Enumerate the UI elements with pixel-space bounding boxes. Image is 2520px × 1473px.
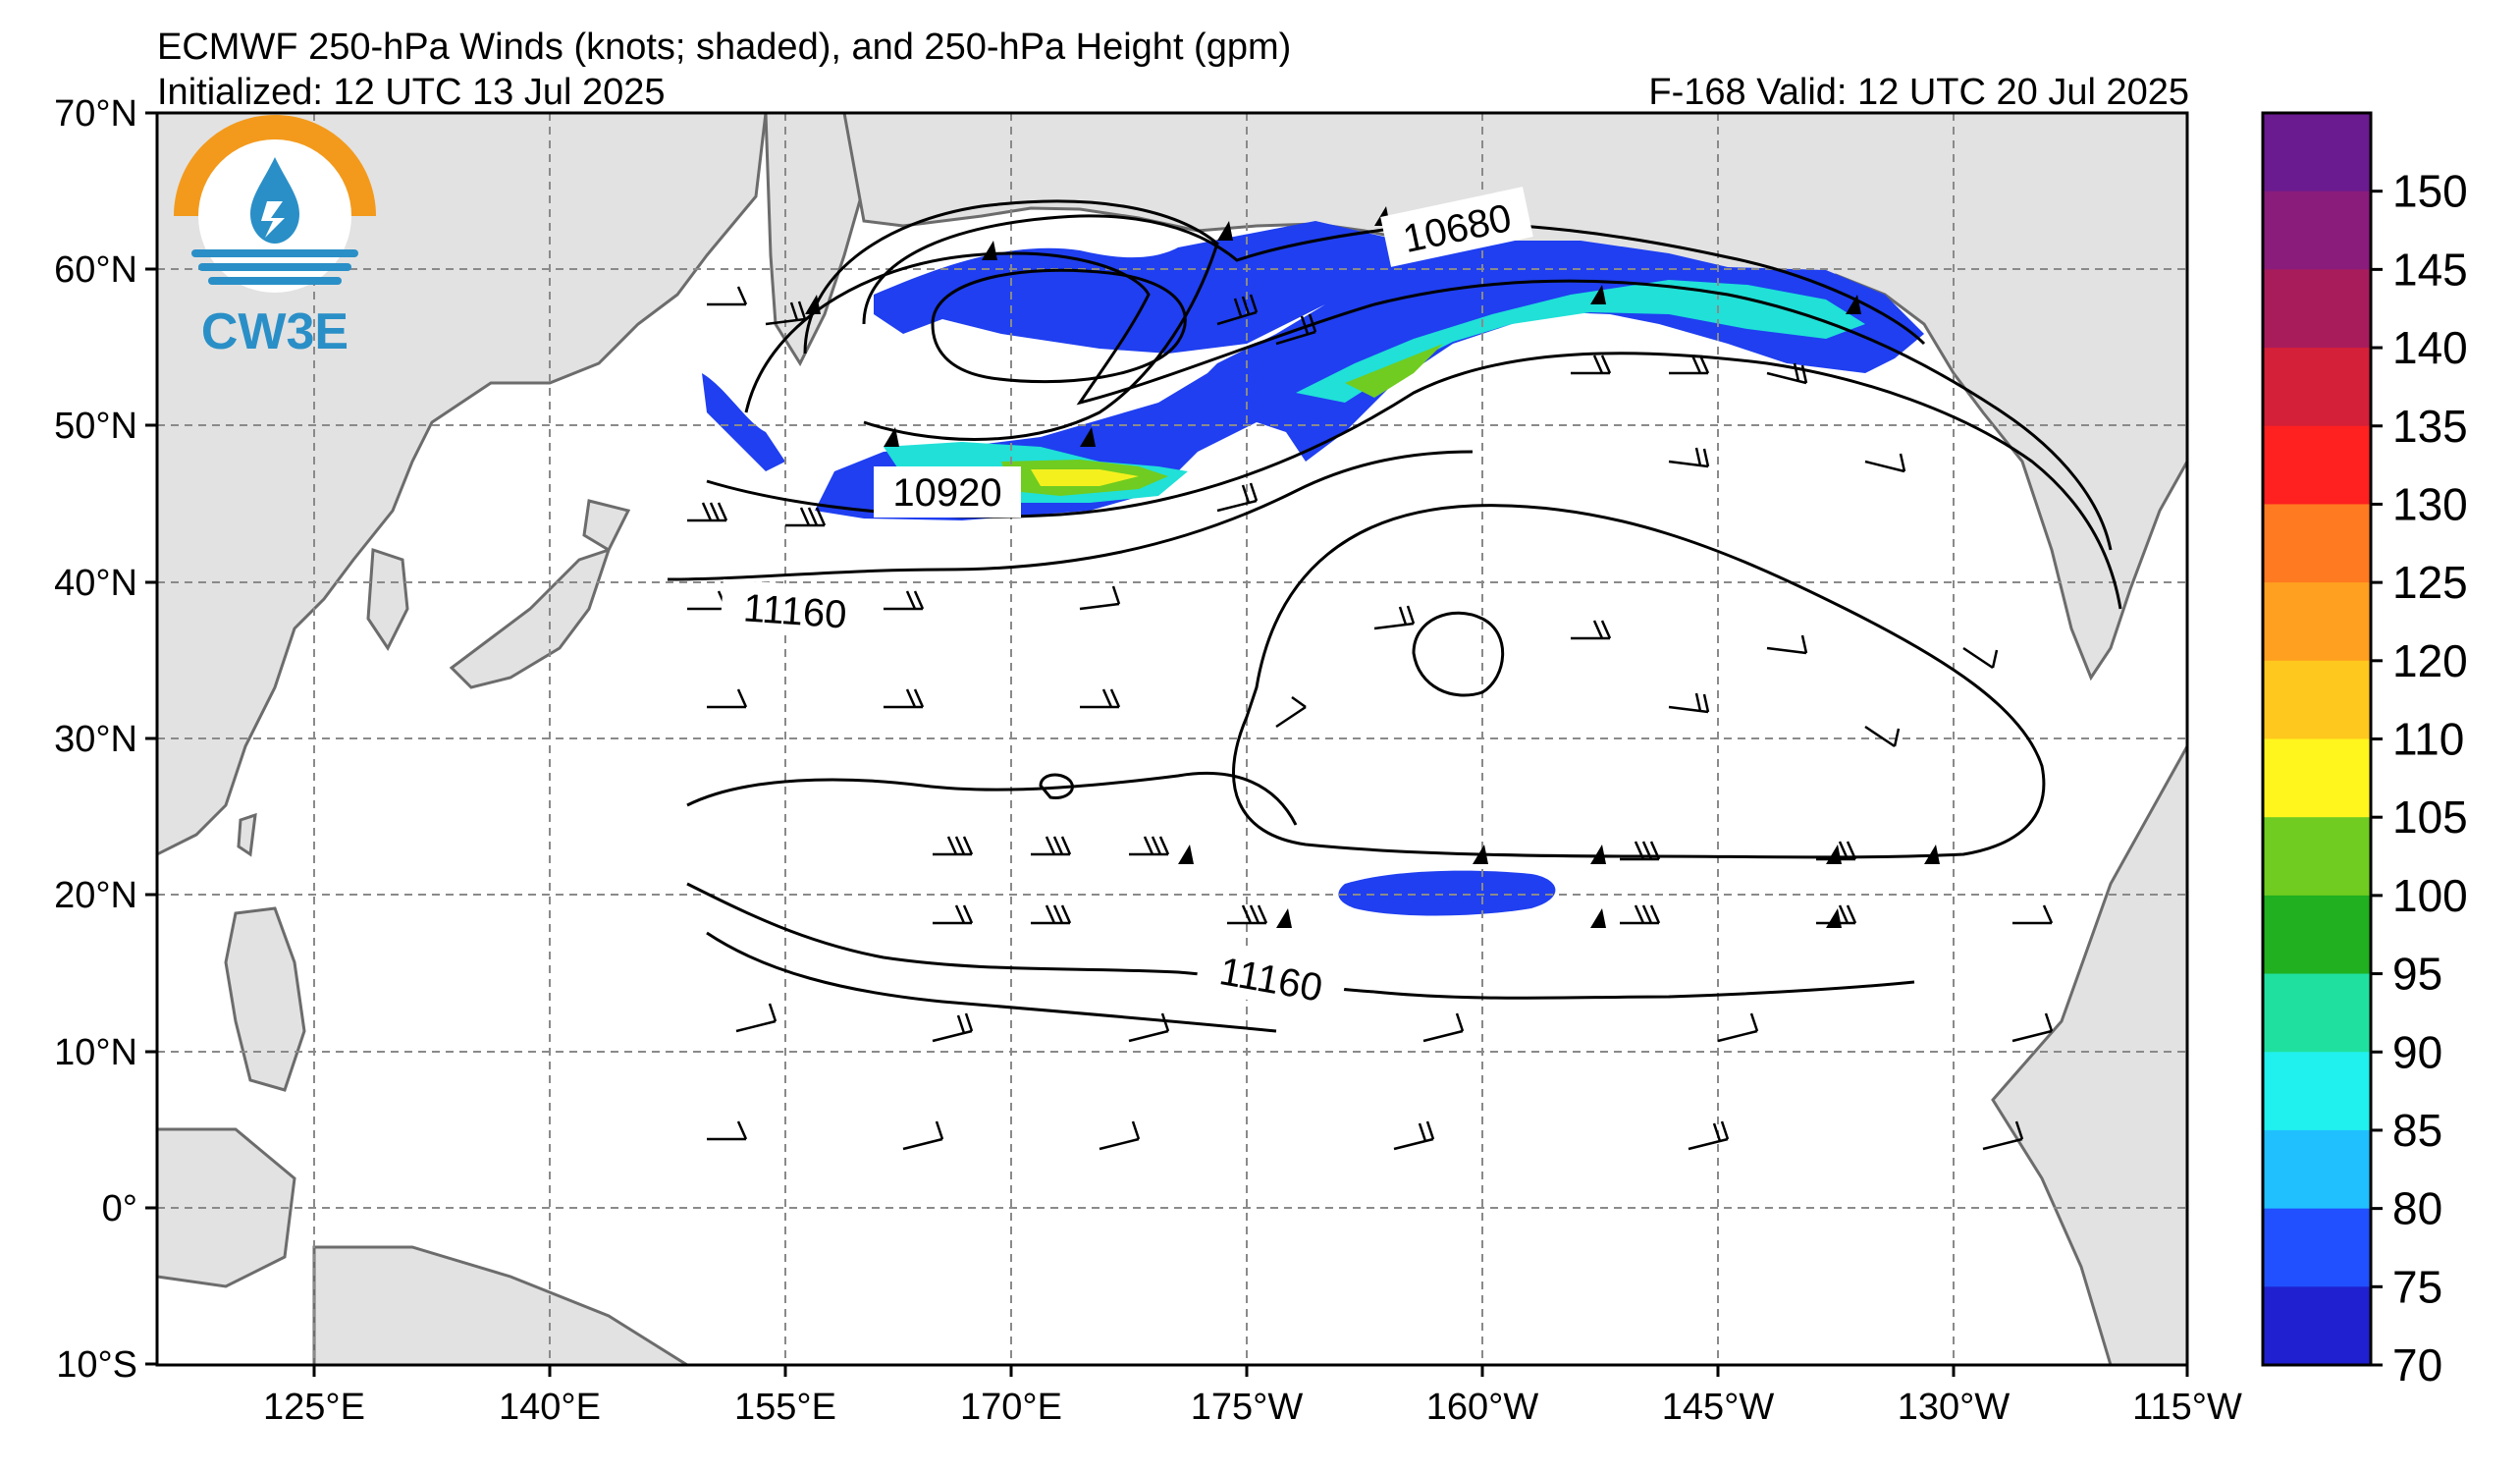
contour-label-11160-south: 11160 xyxy=(1194,940,1349,1016)
initialized-time: Initialized: 12 UTC 13 Jul 2025 xyxy=(157,72,666,113)
contour-trop-b xyxy=(1373,980,1915,1000)
lon-label: 125°E xyxy=(263,1387,365,1428)
cw3e-logo: CW3E xyxy=(174,115,376,360)
colorbar-label: 95 xyxy=(2392,949,2442,1000)
colorbar-swatch xyxy=(2263,582,2371,662)
lat-label: 30°N xyxy=(54,719,137,760)
colorbar-swatch xyxy=(2263,113,2371,192)
hokkaido xyxy=(582,499,631,553)
lon-label: 170°E xyxy=(960,1387,1062,1428)
colorbar-label: 105 xyxy=(2392,791,2468,843)
lon-label: 175°W xyxy=(1191,1387,1304,1428)
contour-label-11160-north: 11160 xyxy=(720,578,871,641)
colorbar-label: 140 xyxy=(2392,322,2468,373)
colorbar-swatch xyxy=(2263,895,2371,975)
colorbar-label: 85 xyxy=(2392,1105,2442,1156)
land-layer xyxy=(157,113,2187,1365)
contour-label-10920: 10920 xyxy=(874,466,1021,518)
colorbar-label: 75 xyxy=(2392,1261,2442,1312)
colorbar-swatch xyxy=(2263,1286,2371,1366)
wind-barbs xyxy=(687,206,2054,1151)
contour-low-inner xyxy=(931,268,1187,384)
asia-landmass xyxy=(157,113,768,856)
logo-waves xyxy=(191,249,358,285)
contour-ridge-outer xyxy=(1232,504,2046,859)
lon-label: 140°E xyxy=(499,1387,601,1428)
lon-label: 160°W xyxy=(1426,1387,1539,1428)
lon-label: 115°W xyxy=(2132,1387,2242,1428)
jet-blue-west xyxy=(702,373,785,471)
lat-label: 70°N xyxy=(54,93,137,135)
colorbar-label: 150 xyxy=(2392,166,2468,217)
lat-label: 10°S xyxy=(56,1344,137,1386)
contour-11160-north xyxy=(667,450,1474,581)
japan xyxy=(449,547,612,689)
lon-label: 130°W xyxy=(1898,1387,2011,1428)
lat-label: 10°N xyxy=(54,1032,137,1073)
logo-drop-icon xyxy=(250,157,299,244)
lon-axis xyxy=(312,1365,2189,1377)
jet-green-north xyxy=(1345,344,1443,398)
colorbar-label: 145 xyxy=(2392,244,2468,295)
jet-yellow xyxy=(1031,469,1139,486)
lon-label: 145°W xyxy=(1662,1387,1775,1428)
colorbar-swatch xyxy=(2263,1052,2371,1131)
contour-label-10680: 10680 xyxy=(1380,187,1533,267)
lon-label: 155°E xyxy=(734,1387,836,1428)
colorbar-swatch xyxy=(2263,738,2371,818)
colorbar: 150 145 140 135 130 125 120 110 105 100 95 90 85 80 75… xyxy=(2261,111,2468,1391)
lat-label: 40°N xyxy=(54,563,137,604)
logo-text: CW3E xyxy=(201,303,349,360)
colorbar-label: 125 xyxy=(2392,557,2468,608)
colorbar-swatch xyxy=(2263,191,2371,270)
svg-text:10920: 10920 xyxy=(892,471,1001,515)
colorbar-swatch xyxy=(2263,269,2371,349)
map-title: ECMWF 250-hPa Winds (knots; shaded), and… xyxy=(157,27,1292,68)
lat-label: 0° xyxy=(102,1188,137,1229)
pennant-barbs xyxy=(805,206,1940,928)
lat-label: 60°N xyxy=(54,249,137,291)
jet-cyan-north xyxy=(1296,280,1865,403)
colorbar-swatch xyxy=(2263,973,2371,1053)
contour-10800 xyxy=(803,199,1219,441)
contour-small-low xyxy=(1039,773,1074,800)
lat-label: 20°N xyxy=(54,875,137,916)
jet-blue-tropical xyxy=(1338,870,1556,916)
philippines xyxy=(224,906,306,1092)
colorbar-label: 90 xyxy=(2392,1026,2442,1077)
colorbar-swatch xyxy=(2263,1129,2371,1210)
lat-label: 50°N xyxy=(54,406,137,447)
lat-axis xyxy=(145,111,157,1366)
lat-labels: 70°N 60°N 50°N 40°N 30°N 20°N 10°N 0° 10… xyxy=(54,93,137,1386)
colorbar-label: 80 xyxy=(2392,1183,2442,1234)
korea xyxy=(366,547,409,651)
contour-subtrop xyxy=(686,771,1298,826)
colorbar-swatch xyxy=(2263,660,2371,739)
contour-10920 xyxy=(744,251,2113,551)
colorbar-label: 100 xyxy=(2392,870,2468,921)
colorbar-label: 135 xyxy=(2392,401,2468,452)
valid-time: F-168 Valid: 12 UTC 20 Jul 2025 xyxy=(1648,72,2189,113)
svg-text:11160: 11160 xyxy=(742,586,848,636)
colorbar-label: 110 xyxy=(2392,714,2464,765)
contour-10680 xyxy=(862,214,1926,346)
colorbar-swatch xyxy=(2263,1208,2371,1287)
colorbar-label: 130 xyxy=(2392,478,2468,529)
colorbar-swatch xyxy=(2263,817,2371,897)
colorbar-label: 120 xyxy=(2392,635,2468,686)
colorbar-swatch xyxy=(2263,425,2371,505)
new-guinea xyxy=(312,1245,690,1365)
taiwan xyxy=(237,812,257,857)
contour-ridge-inner xyxy=(1412,611,1505,697)
colorbar-swatch xyxy=(2263,348,2371,427)
colorbar-label: 70 xyxy=(2392,1339,2442,1391)
logo-ring xyxy=(174,115,376,217)
lon-labels: 125°E 140°E 155°E 170°E 175°W 160°W 145°… xyxy=(263,1387,2242,1428)
colorbar-swatch xyxy=(2263,504,2371,583)
contour-trop-a xyxy=(706,931,1277,1033)
